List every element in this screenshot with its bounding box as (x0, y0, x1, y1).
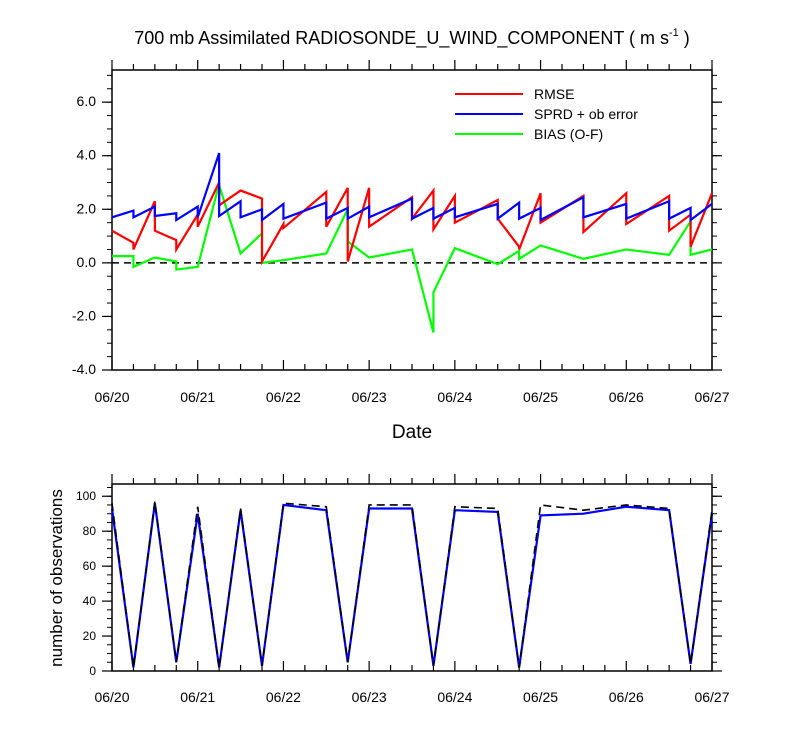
x-tick-label: 06/27 (694, 689, 729, 705)
x-tick-label: 06/24 (437, 689, 472, 705)
y-tick-label: 80 (83, 524, 97, 538)
y-tick-labels: -4.0 -2.0 0.0 2.0 4.0 6.0 (72, 93, 96, 377)
title-tail: ) (679, 28, 690, 48)
x-tick-label: 06/23 (352, 389, 387, 405)
series-lines (111, 152, 714, 333)
y-tick-label: 4.0 (77, 147, 97, 163)
x-tick-label: 06/21 (180, 389, 215, 405)
legend-label: BIAS (O-F) (534, 126, 603, 142)
y-tick-labels: 0 20 40 60 80 100 (76, 489, 96, 678)
legend: RMSE SPRD + ob error BIAS (O-F) (455, 86, 638, 142)
series-line-solid (110, 503, 714, 668)
y-tick-label: 20 (83, 629, 97, 643)
x-tick-label: 06/21 (180, 689, 215, 705)
title-superscript: -1 (669, 27, 679, 39)
legend-label: RMSE (534, 86, 574, 102)
x-tick-label: 06/26 (609, 389, 644, 405)
x-tick-label: 06/26 (609, 689, 644, 705)
y-tick-label: 100 (76, 489, 96, 503)
x-tick-label: 06/20 (94, 389, 129, 405)
y-tick-label: -2.0 (72, 307, 96, 323)
y-tick-label: -4.0 (72, 361, 96, 377)
y-tick-label: 60 (83, 559, 97, 573)
x-tick-label: 06/25 (523, 689, 558, 705)
x-tick-labels: 06/20 06/21 06/22 06/23 06/24 06/25 06/26 06/27 (94, 689, 729, 705)
series-line-dashed (111, 501, 713, 668)
wind-statistics-chart: 700 mb Assimilated RADIOSONDE_U_WIND_COM… (72, 27, 730, 443)
legend-label: SPRD + ob error (534, 106, 638, 122)
x-tick-labels: 06/20 06/21 06/22 06/23 06/24 06/25 06/26 06/27 (94, 389, 729, 405)
x-tick-label: 06/24 (437, 389, 472, 405)
chart-title: 700 mb Assimilated RADIOSONDE_U_WIND_COM… (134, 27, 690, 49)
series-lines (110, 501, 714, 668)
x-tick-label: 06/27 (694, 389, 729, 405)
axis-ticks (102, 474, 722, 672)
x-tick-label: 06/22 (266, 689, 301, 705)
y-tick-label: 0.0 (77, 254, 97, 270)
y-tick-label: 2.0 (77, 200, 97, 216)
y-tick-label: 6.0 (77, 93, 97, 109)
x-axis-label: Date (392, 422, 432, 443)
series-line-sprd-ob-error (111, 152, 713, 223)
x-tick-label: 06/20 (94, 689, 129, 705)
x-tick-label: 06/22 (266, 389, 301, 405)
y-tick-label: 0 (89, 664, 96, 678)
axis-ticks (102, 60, 722, 371)
x-tick-label: 06/25 (523, 389, 558, 405)
y-tick-label: 40 (83, 594, 97, 608)
x-tick-label: 06/23 (352, 689, 387, 705)
y-axis-label: number of observations (47, 489, 66, 667)
